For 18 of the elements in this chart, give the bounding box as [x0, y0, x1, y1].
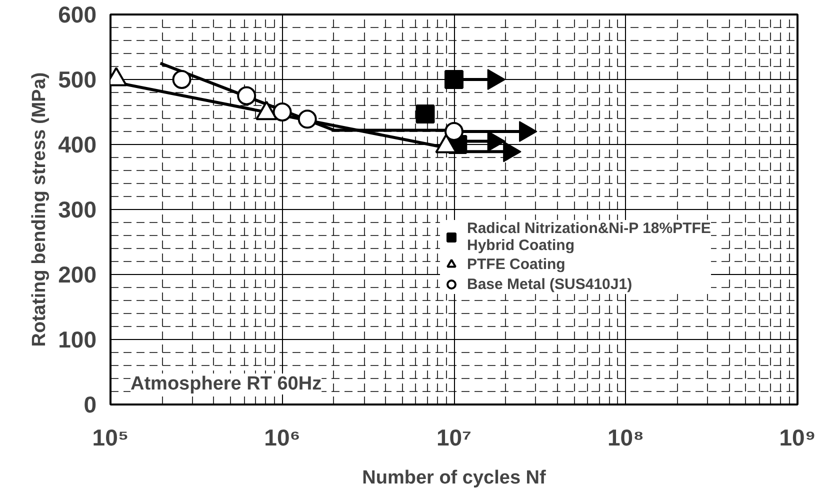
x-tick-label: 10⁹ — [779, 424, 816, 450]
y-tick-label: 0 — [84, 392, 97, 418]
y-tick-label: 200 — [58, 262, 96, 288]
x-axis-title: Number of cycles Nf — [362, 468, 547, 488]
legend-label: Radical Nitrization&Ni-P 18%PTFE Hybrid Coating — [467, 220, 711, 254]
annotation: Atmosphere RT 60Hz — [130, 374, 322, 394]
y-tick-label: 300 — [58, 196, 96, 222]
y-axis-title: Rotating bending stress (MPa) — [29, 72, 50, 347]
y-tick-label: 500 — [58, 66, 96, 92]
x-tick-label: 10⁶ — [264, 424, 300, 450]
x-tick-label: 10⁸ — [608, 424, 644, 450]
legend-label: PTFE Coating — [467, 255, 566, 273]
x-tick-label: 10⁷ — [436, 424, 472, 450]
y-tick-label: 400 — [58, 132, 96, 158]
y-tick-label: 100 — [58, 326, 96, 352]
x-tick-label: 10⁵ — [92, 424, 129, 450]
legend-label: Base Metal (SUS410J1) — [467, 275, 632, 293]
y-tick-label: 600 — [58, 2, 96, 28]
